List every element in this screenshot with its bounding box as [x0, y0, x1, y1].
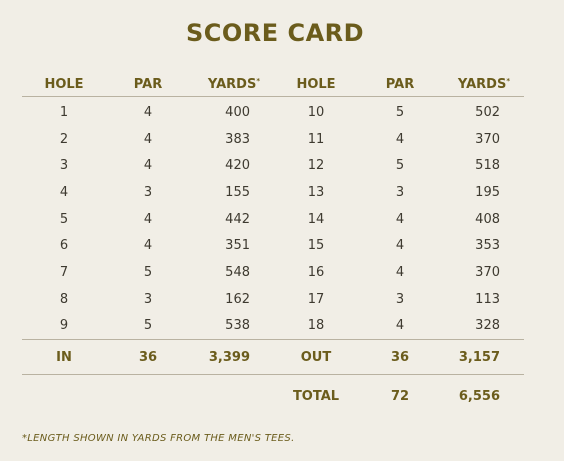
header-yards-back: YARDS* — [442, 72, 524, 97]
in-par: 36 — [106, 339, 190, 376]
back-hole-cell: 17 — [307, 291, 325, 307]
table-row: 9 5 538 18 4 328 — [22, 313, 524, 340]
out-par: 36 — [358, 339, 442, 376]
front-hole-cell: 9 — [59, 318, 69, 334]
front-hole-cell: 3 — [59, 158, 69, 174]
front-hole-cell: 1 — [59, 104, 69, 120]
back-par-cell: 3 — [395, 184, 405, 200]
front-yards-cell: 400 — [225, 104, 250, 120]
back-par-cell: 4 — [395, 318, 405, 334]
back-yards-cell: 370 — [475, 264, 500, 280]
front-yards-cell: 548 — [225, 264, 250, 280]
front-par-cell: 4 — [143, 238, 153, 254]
out-yards: 3,157 — [442, 339, 524, 376]
back-par-cell: 4 — [395, 131, 405, 147]
front-hole-cell: 5 — [59, 211, 69, 227]
subtotal-row: IN 36 3,399 OUT 36 3,157 — [22, 339, 524, 376]
total-row: TOTAL 72 6,556 — [22, 375, 524, 418]
page-title: SCORE CARD — [185, 19, 365, 47]
front-par-cell: 4 — [143, 131, 153, 147]
back-hole-cell: 16 — [307, 264, 325, 280]
front-par-cell: 5 — [143, 318, 153, 334]
front-par-cell: 5 — [143, 264, 153, 280]
front-hole-cell: 7 — [59, 264, 69, 280]
header-par-front: PAR — [106, 72, 190, 97]
header-row: HOLE PAR YARDS* HOLE PAR YARDS* — [22, 72, 524, 97]
scorecard-table: HOLE PAR YARDS* HOLE PAR YARDS* 1 4 400 … — [22, 72, 524, 417]
back-hole-cell: 10 — [307, 104, 325, 120]
front-hole-cell: 2 — [59, 131, 69, 147]
back-yards-cell: 113 — [475, 291, 500, 307]
front-par-cell: 4 — [143, 211, 153, 227]
front-par-cell: 4 — [143, 158, 153, 174]
back-par-cell: 5 — [395, 104, 405, 120]
back-par-cell: 3 — [395, 291, 405, 307]
front-yards-cell: 155 — [225, 184, 250, 200]
front-yards-cell: 442 — [225, 211, 250, 227]
back-hole-cell: 11 — [307, 131, 325, 147]
front-hole-cell: 4 — [59, 184, 69, 200]
total-par: 72 — [390, 388, 410, 404]
in-label: IN — [22, 339, 106, 376]
asterisk-mark: * — [506, 76, 510, 85]
front-hole-cell: 8 — [59, 291, 69, 307]
back-yards-cell: 353 — [475, 238, 500, 254]
in-yards: 3,399 — [190, 339, 274, 376]
back-hole-cell: 14 — [307, 211, 325, 227]
out-label: OUT — [274, 339, 358, 376]
back-yards-cell: 408 — [475, 211, 500, 227]
table-row: 4 3 155 13 3 195 — [22, 179, 524, 206]
footnote: *LENGTH SHOWN IN YARDS FROM THE MEN'S TE… — [22, 433, 295, 444]
front-yards-cell: 538 — [225, 318, 250, 334]
front-yards-cell: 351 — [225, 238, 250, 254]
table-row: 8 3 162 17 3 113 — [22, 286, 524, 313]
front-par-cell: 4 — [143, 104, 153, 120]
total-yards: 6,556 — [458, 388, 500, 404]
back-hole-cell: 12 — [307, 158, 325, 174]
back-hole-cell: 15 — [307, 238, 325, 254]
front-hole-cell: 6 — [59, 238, 69, 254]
back-hole-cell: 13 — [307, 184, 325, 200]
back-par-cell: 4 — [395, 238, 405, 254]
header-par-back: PAR — [358, 72, 442, 97]
back-par-cell: 5 — [395, 158, 405, 174]
back-yards-cell: 370 — [475, 131, 500, 147]
table-row: 7 5 548 16 4 370 — [22, 259, 524, 286]
back-yards-cell: 518 — [475, 158, 500, 174]
front-par-cell: 3 — [143, 184, 153, 200]
asterisk-mark: * — [256, 76, 260, 85]
back-hole-cell: 18 — [307, 318, 325, 334]
back-yards-cell: 195 — [475, 184, 500, 200]
back-yards-cell: 328 — [475, 318, 500, 334]
table-row: 5 4 442 14 4 408 — [22, 206, 524, 233]
back-par-cell: 4 — [395, 211, 405, 227]
table-row: 1 4 400 10 5 502 — [22, 97, 524, 126]
front-yards-cell: 383 — [225, 131, 250, 147]
back-yards-cell: 502 — [475, 104, 500, 120]
header-hole-back: HOLE — [274, 72, 358, 97]
front-par-cell: 3 — [143, 291, 153, 307]
header-hole-front: HOLE — [22, 72, 106, 97]
front-yards-cell: 162 — [225, 291, 250, 307]
table-row: 2 4 383 11 4 370 — [22, 126, 524, 153]
header-yards-front: YARDS* — [190, 72, 274, 97]
table-row: 6 4 351 15 4 353 — [22, 232, 524, 259]
back-par-cell: 4 — [395, 264, 405, 280]
table-row: 3 4 420 12 5 518 — [22, 152, 524, 179]
front-yards-cell: 420 — [225, 158, 250, 174]
total-label: TOTAL — [292, 388, 340, 404]
